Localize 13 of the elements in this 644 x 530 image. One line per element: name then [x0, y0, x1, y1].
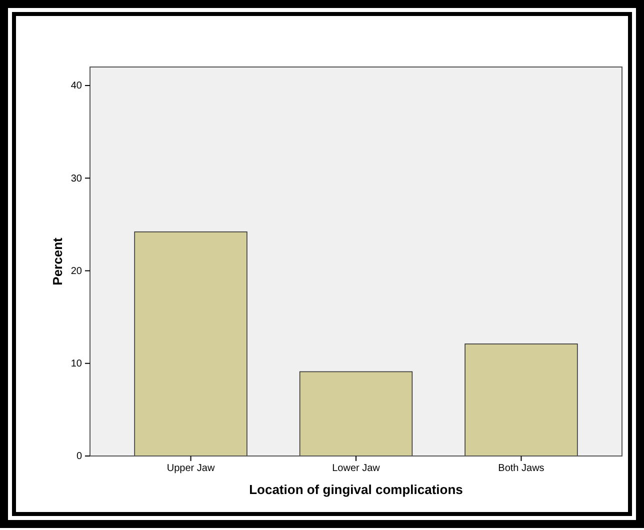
bar — [299, 371, 413, 456]
y-tick-label: 40 — [70, 80, 82, 92]
y-tick-label: 20 — [70, 266, 82, 277]
x-tick-label: Both Jaws — [498, 463, 544, 474]
x-tick-label: Lower Jaw — [332, 463, 381, 474]
x-axis-title: Location of gingival complications — [249, 482, 463, 497]
y-tick-label: 30 — [70, 173, 82, 184]
y-tick-label: 0 — [76, 451, 82, 462]
x-tick-label: Upper Jaw — [166, 463, 216, 474]
y-tick-label: 10 — [70, 358, 82, 370]
bar — [134, 231, 248, 456]
bar — [464, 344, 578, 456]
y-axis-title: Percent — [50, 236, 65, 286]
